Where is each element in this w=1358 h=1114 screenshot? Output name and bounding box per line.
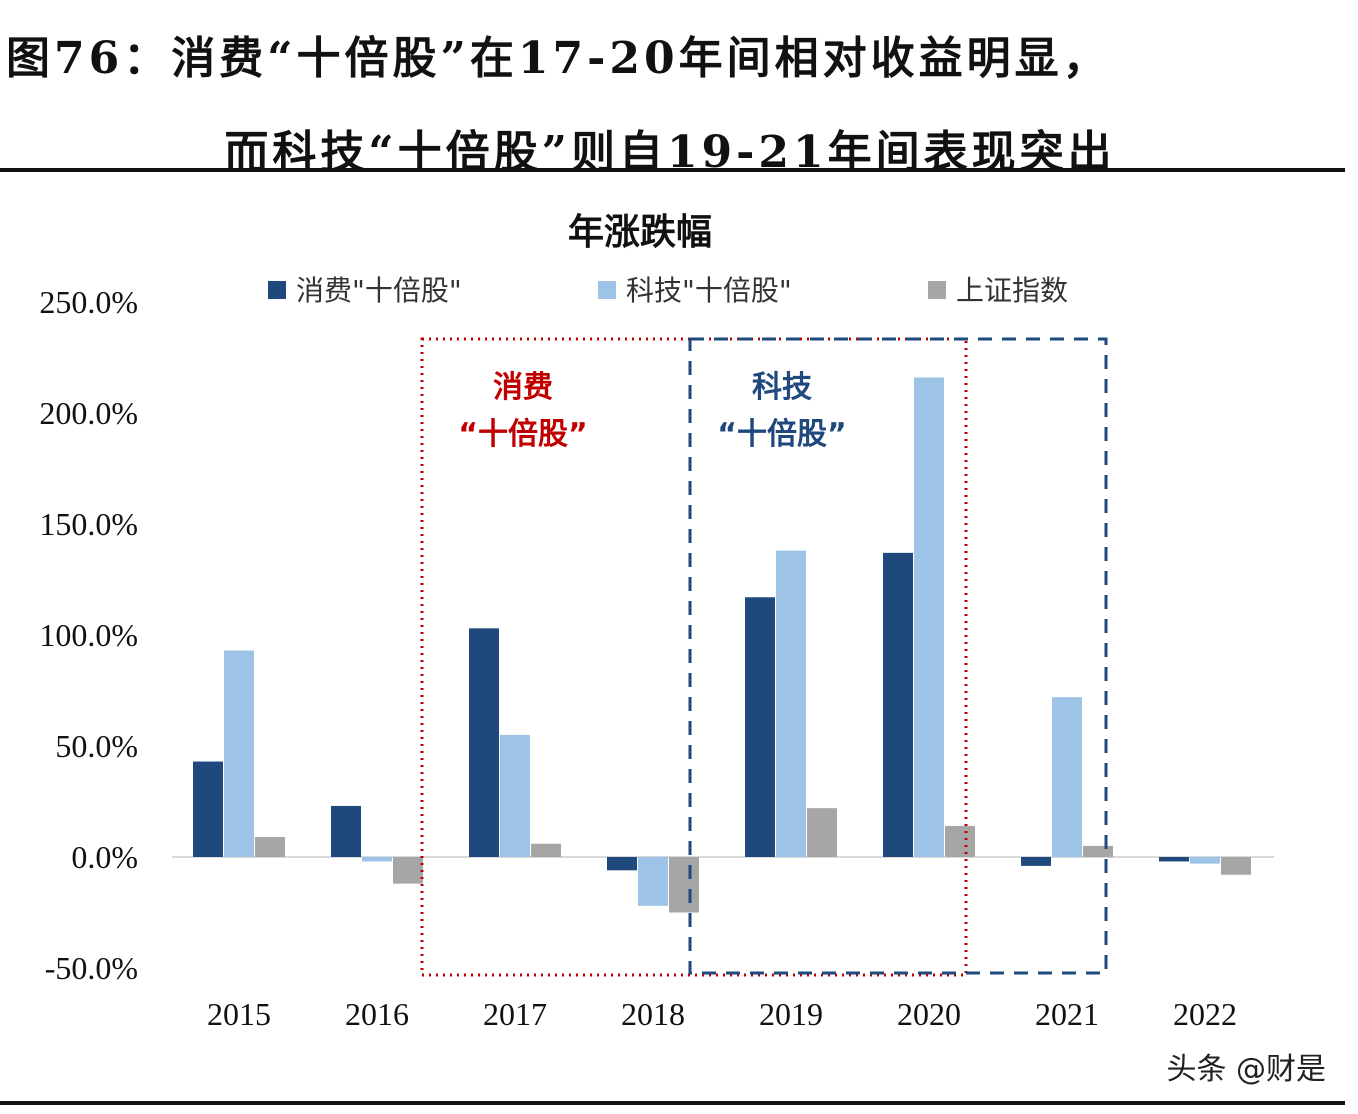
figure-title-line1: 图76：消费“十倍股”在17-20年间相对收益明显， <box>6 33 1111 84</box>
bar-2022-series1 <box>1190 857 1220 864</box>
bottom-rule <box>0 1101 1345 1105</box>
bar-2020-series0 <box>883 552 913 857</box>
y-tick-label: 250.0% <box>39 284 138 320</box>
bar-2016-series0 <box>331 805 361 857</box>
legend-label: 科技"十倍股" <box>626 274 792 307</box>
bar-2018-series1 <box>638 857 668 906</box>
top-rule <box>0 168 1345 172</box>
annotation-label: 消费 <box>493 370 553 405</box>
x-tick-label: 2018 <box>621 996 685 1032</box>
bar-2015-series2 <box>255 837 285 857</box>
y-tick-label: 200.0% <box>39 395 138 431</box>
bar-2017-series0 <box>469 628 499 857</box>
annotation-label: 科技 <box>752 370 812 405</box>
x-tick-label: 2019 <box>759 996 823 1032</box>
legend-label: 消费"十倍股" <box>296 274 462 307</box>
bar-2018-series0 <box>607 857 637 871</box>
y-tick-label: -50.0% <box>45 950 138 986</box>
watermark: 头条 @财是 <box>1166 1052 1326 1087</box>
chart-title: 年涨跌幅 <box>568 212 712 253</box>
annotation-box <box>420 337 968 977</box>
bar-2019-series1 <box>776 550 806 857</box>
bar-2021-series2 <box>1083 845 1113 857</box>
bar-2021-series1 <box>1052 697 1082 857</box>
bar-2017-series1 <box>500 734 530 857</box>
annotation-label: “十倍股” <box>717 417 846 452</box>
bars <box>193 377 1251 913</box>
x-tick-label: 2022 <box>1173 996 1237 1032</box>
bar-2022-series0 <box>1159 857 1189 862</box>
x-axis: 2015 2016 2017 2018 2019 2020 2021 2022 <box>172 856 1274 1032</box>
annotation-label: “十倍股” <box>458 417 587 452</box>
bar-2015-series1 <box>224 650 254 857</box>
bar-2022-series2 <box>1221 857 1251 875</box>
legend-swatch <box>268 281 286 299</box>
x-tick-label: 2017 <box>483 996 547 1032</box>
y-tick-label: 50.0% <box>55 728 138 764</box>
bar-2016-series2 <box>393 857 423 884</box>
annotation-box <box>688 337 1108 975</box>
x-tick-label: 2021 <box>1035 996 1099 1032</box>
bar-2017-series2 <box>531 843 561 857</box>
bar-2018-series2 <box>669 857 699 913</box>
y-tick-label: 100.0% <box>39 617 138 653</box>
bar-2020-series2 <box>945 825 975 857</box>
bar-2019-series2 <box>807 808 837 857</box>
legend-swatch <box>598 281 616 299</box>
bar-2015-series0 <box>193 761 223 857</box>
legend: 消费"十倍股" 科技"十倍股" 上证指数 <box>268 274 1068 307</box>
legend-label: 上证指数 <box>956 274 1068 307</box>
bar-2021-series0 <box>1021 857 1051 866</box>
y-axis: -50.0% 0.0% 50.0% 100.0% 150.0% 200.0% 250.0% <box>39 284 138 986</box>
x-tick-label: 2016 <box>345 996 409 1032</box>
annotations: 消费 “十倍股” 科技 “十倍股” <box>420 337 1108 977</box>
legend-swatch <box>928 281 946 299</box>
x-tick-label: 2015 <box>207 996 271 1032</box>
x-tick-label: 2020 <box>897 996 961 1032</box>
bar-2020-series1 <box>914 377 944 857</box>
bar-2019-series0 <box>745 597 775 857</box>
y-tick-label: 0.0% <box>71 839 138 875</box>
y-tick-label: 150.0% <box>39 506 138 542</box>
bar-2016-series1 <box>362 857 392 862</box>
